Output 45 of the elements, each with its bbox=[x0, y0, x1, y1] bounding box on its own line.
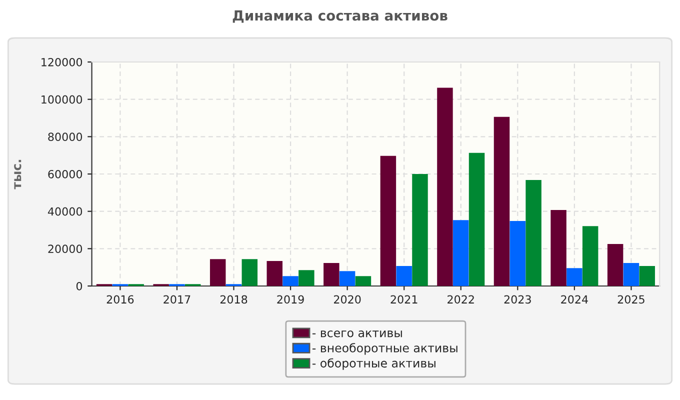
bar bbox=[266, 260, 282, 286]
x-tick-label: 2016 bbox=[106, 295, 134, 304]
y-tick-label: 60000 bbox=[48, 170, 82, 178]
bar bbox=[510, 221, 526, 286]
bar bbox=[468, 152, 485, 286]
bar bbox=[494, 116, 510, 286]
bar bbox=[550, 210, 566, 286]
bar bbox=[453, 220, 469, 286]
bar bbox=[437, 88, 453, 286]
y-tick-label: 20000 bbox=[48, 244, 82, 254]
bar bbox=[242, 259, 258, 286]
y-tick-label: 100000 bbox=[42, 95, 82, 104]
bar bbox=[639, 266, 655, 286]
x-tick-label: 2021 bbox=[390, 295, 418, 304]
x-tick-label: 2017 bbox=[164, 295, 190, 304]
chart-title: Динамика состава активов bbox=[232, 10, 448, 23]
x-tick-label: 2019 bbox=[277, 295, 304, 304]
y-tick-label: 0 bbox=[76, 282, 82, 290]
legend-label: - оборотные активы bbox=[312, 358, 436, 370]
bar bbox=[282, 276, 298, 286]
bar bbox=[582, 226, 598, 286]
bar bbox=[324, 263, 340, 286]
bar bbox=[210, 259, 226, 286]
x-tick-label: 2024 bbox=[561, 295, 588, 304]
x-tick-label: 2022 bbox=[448, 295, 474, 304]
y-tick-label: 120000 bbox=[42, 58, 82, 66]
bar bbox=[526, 180, 542, 286]
bar bbox=[396, 266, 412, 286]
bar bbox=[412, 174, 428, 286]
legend-label: - внеоборотные активы bbox=[312, 343, 458, 355]
bar bbox=[380, 156, 396, 286]
x-tick-label: 2018 bbox=[220, 295, 248, 304]
bar bbox=[623, 263, 640, 286]
x-tick-label: 2020 bbox=[334, 295, 361, 304]
x-tick-label: 2023 bbox=[504, 295, 531, 304]
legend-label: - всего активы bbox=[312, 330, 402, 338]
bar bbox=[298, 270, 314, 286]
bar bbox=[607, 244, 624, 286]
y-tick-label: 40000 bbox=[48, 207, 82, 216]
y-axis-title: тыс. bbox=[14, 160, 22, 190]
y-tick-label: 80000 bbox=[48, 132, 82, 142]
bar bbox=[339, 271, 356, 286]
x-tick-label: 2025 bbox=[618, 295, 644, 304]
bar bbox=[566, 268, 582, 286]
bar bbox=[355, 276, 372, 286]
